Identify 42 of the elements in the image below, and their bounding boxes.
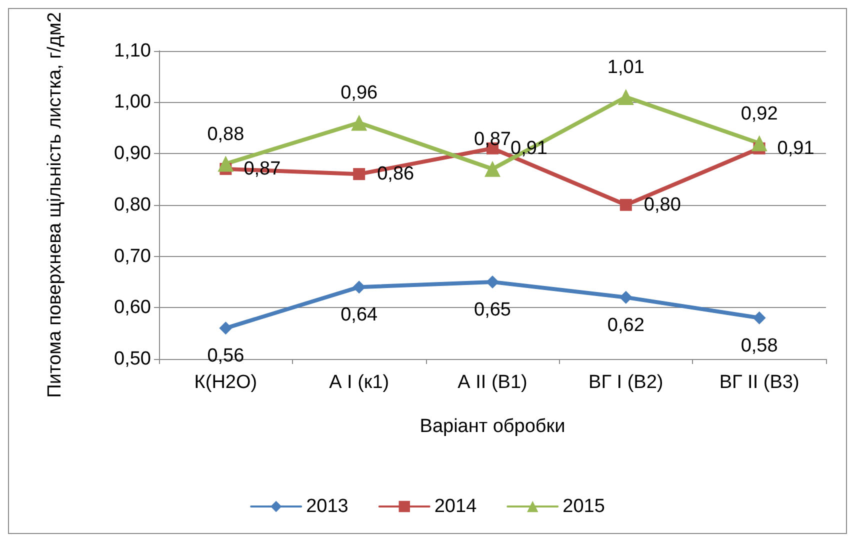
point bbox=[752, 311, 766, 324]
point bbox=[218, 156, 234, 172]
point bbox=[352, 280, 366, 294]
data-label: 0,96 bbox=[340, 82, 378, 104]
legend-label: 2014 bbox=[434, 496, 478, 517]
data-label: 0,62 bbox=[607, 314, 644, 336]
point bbox=[620, 198, 632, 211]
point bbox=[219, 322, 232, 335]
point bbox=[486, 275, 499, 288]
data-label: 0,91 bbox=[777, 138, 814, 159]
x-tick-label: К(Н2О) bbox=[194, 372, 258, 393]
point bbox=[353, 168, 366, 180]
x-tick-label: А ІІ (В1) bbox=[458, 372, 528, 393]
data-label: 0,86 bbox=[377, 164, 414, 185]
data-label: 1,01 bbox=[607, 57, 644, 78]
data-label: 0,87 bbox=[474, 128, 511, 150]
x-tick-label: ВГ І (В2) bbox=[588, 372, 664, 393]
point bbox=[618, 89, 634, 106]
data-label: 0,80 bbox=[644, 194, 681, 216]
y-tick-label: 0,50 bbox=[114, 348, 151, 370]
y-tick-label: 0,70 bbox=[114, 246, 151, 267]
y-tick-label: 1,10 bbox=[114, 40, 151, 62]
y-tick-label: 0,60 bbox=[114, 297, 151, 318]
data-label: 0,92 bbox=[740, 103, 778, 124]
data-label: 0,65 bbox=[474, 299, 511, 320]
point bbox=[751, 135, 768, 152]
x-axis-title: Варіант обробки bbox=[420, 416, 566, 437]
y-tick-label: 0,90 bbox=[114, 143, 151, 164]
legend-label: 2013 bbox=[306, 496, 348, 517]
data-label: 0,88 bbox=[207, 124, 244, 145]
legend-label: 2015 bbox=[562, 496, 605, 517]
point bbox=[619, 290, 632, 304]
x-tick-label: ВГ ІІ (В3) bbox=[719, 372, 800, 393]
data-label: 0,56 bbox=[207, 346, 244, 367]
y-tick-label: 1,00 bbox=[114, 92, 151, 113]
y-tick-label: 0,80 bbox=[114, 194, 151, 216]
y-axis-title: Питома поверхнева щільність листка, г/дм2 bbox=[44, 12, 66, 398]
point bbox=[351, 114, 368, 131]
point bbox=[484, 160, 500, 177]
x-tick-label: А І (к1) bbox=[329, 372, 390, 393]
data-label: 0,58 bbox=[740, 335, 778, 356]
data-label: 0,64 bbox=[340, 304, 378, 326]
